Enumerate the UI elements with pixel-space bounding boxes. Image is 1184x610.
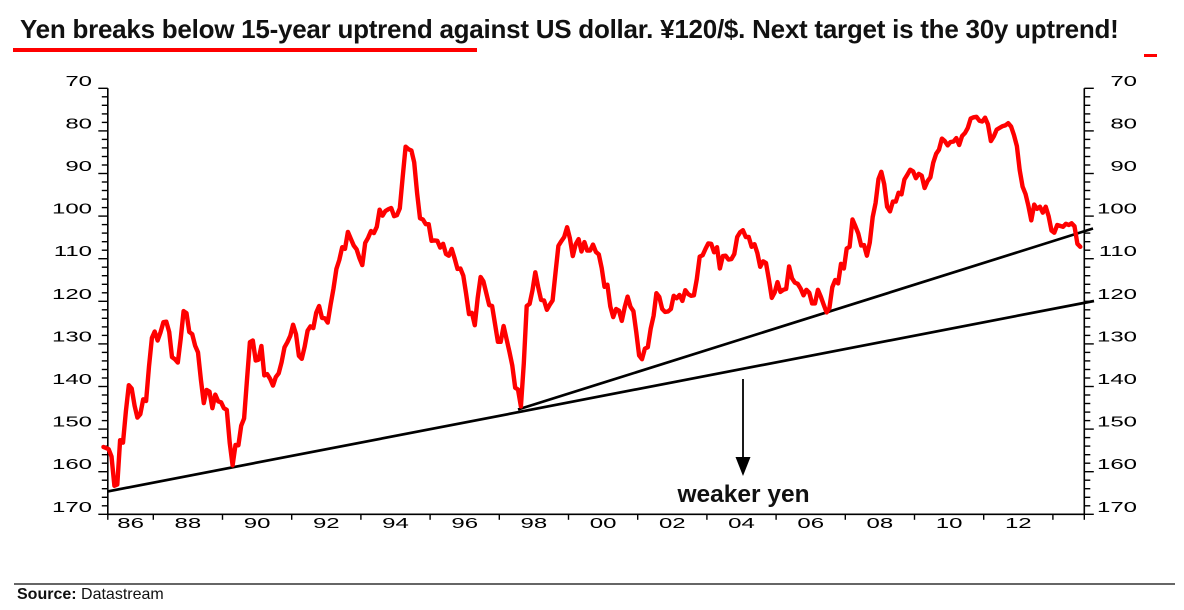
svg-text:110: 110 [54,243,92,259]
svg-text:06: 06 [797,515,824,531]
svg-text:150: 150 [1097,414,1137,430]
svg-text:120: 120 [1097,286,1137,302]
svg-text:10: 10 [936,515,963,531]
svg-text:92: 92 [313,515,340,531]
svg-text:04: 04 [728,515,755,531]
svg-text:170: 170 [52,499,92,515]
svg-text:170: 170 [1097,499,1137,515]
svg-text:100: 100 [52,201,92,217]
svg-text:94: 94 [382,515,409,531]
svg-text:90: 90 [65,158,92,174]
svg-text:90: 90 [1110,158,1137,174]
svg-text:96: 96 [451,515,478,531]
svg-text:90: 90 [244,515,271,531]
svg-text:08: 08 [867,515,894,531]
svg-text:110: 110 [1099,243,1137,259]
svg-text:88: 88 [175,515,202,531]
svg-text:120: 120 [52,286,92,302]
svg-text:160: 160 [1097,456,1137,472]
svg-text:100: 100 [1097,201,1137,217]
svg-text:02: 02 [659,515,686,531]
svg-text:130: 130 [52,329,92,345]
svg-text:00: 00 [590,515,617,531]
svg-text:86: 86 [117,515,144,531]
svg-text:12: 12 [1005,515,1032,531]
svg-text:130: 130 [1097,329,1137,345]
svg-text:98: 98 [521,515,548,531]
svg-text:80: 80 [65,116,92,132]
svg-text:70: 70 [65,73,92,89]
svg-text:150: 150 [52,414,92,430]
svg-text:70: 70 [1110,73,1137,89]
svg-text:160: 160 [52,456,92,472]
svg-text:80: 80 [1110,116,1137,132]
svg-text:140: 140 [1097,371,1137,387]
svg-text:140: 140 [52,371,92,387]
